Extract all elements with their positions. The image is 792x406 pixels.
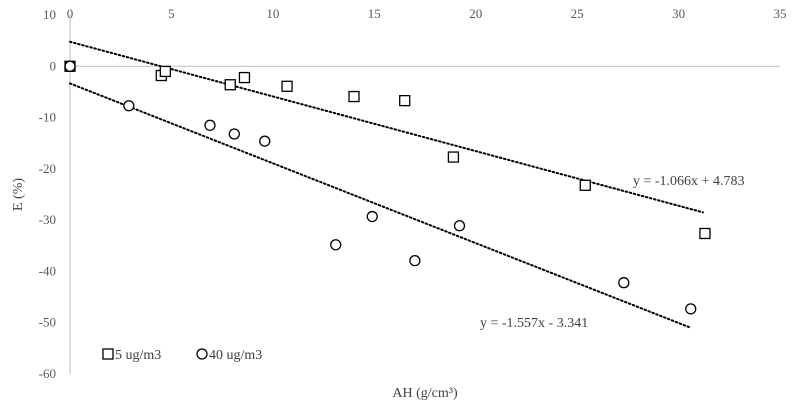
data-point-circle [685,303,697,315]
x-tick-label: 15 [368,6,381,21]
legend-label-5ug: 5 ug/m3 [115,348,161,363]
x-tick-label: 25 [571,6,584,21]
data-point-circle [228,128,240,140]
y-tick-label: 0 [50,58,57,73]
legend-item-40ug: 40 ug/m3 [196,348,262,363]
x-tick-label: 35 [774,6,787,21]
y-tick-label: -50 [39,315,56,330]
legend: 5 ug/m3 40 ug/m3 [102,348,262,363]
data-points [64,60,711,315]
legend-circle-marker [196,348,208,360]
trendline-equation: y = -1.557x - 3.341 [480,316,588,331]
x-tick-label: 0 [67,6,74,21]
data-point-circle [204,119,216,131]
y-tick-label: -20 [39,161,56,176]
data-point-square [238,71,251,84]
data-point-square [447,151,460,163]
y-tick-label: 10 [43,7,56,22]
x-tick-label: 20 [469,6,482,21]
x-tick-label: 10 [266,6,279,21]
data-point-circle [453,220,466,232]
x-tick-label: 5 [168,6,175,21]
x-tick-labels: 0 5 10 15 20 25 30 35 [67,6,787,21]
legend-label-40ug: 40 ug/m3 [209,348,262,363]
data-point-square [348,90,360,103]
x-axis-title: AH (g/cm³) [392,386,458,401]
data-point-circle [366,210,378,223]
data-point-circle [409,255,421,267]
y-tick-label: -60 [39,366,56,381]
y-tick-label: -30 [39,212,56,227]
axes [69,15,780,374]
data-point-square [159,65,171,78]
y-axis-title: E (%) [11,178,26,211]
data-point-square [699,227,711,240]
trendline-equation: y = -1.066x + 4.783 [633,174,744,189]
x-tick-label: 30 [672,6,685,21]
trendlines [69,40,704,329]
y-tick-labels: 10 0 -10 -20 -30 -40 -50 -60 [39,7,56,381]
legend-item-5ug: 5 ug/m3 [102,348,161,363]
data-point-circle [330,239,342,251]
y-tick-label: -10 [39,110,56,125]
legend-square-marker [102,348,114,360]
trendline-equations: y = -1.066x + 4.783 y = -1.557x - 3.341 [480,174,744,331]
data-point-circle [123,100,135,112]
trendline [69,40,704,214]
data-point-square [224,79,236,91]
data-point-circle [618,277,630,289]
data-point-square [399,94,411,107]
data-point-circle [64,60,76,72]
y-tick-label: -40 [39,263,56,278]
data-point-square [281,80,293,92]
data-point-circle [259,135,271,147]
trendline [69,82,692,329]
data-point-square [579,179,591,191]
